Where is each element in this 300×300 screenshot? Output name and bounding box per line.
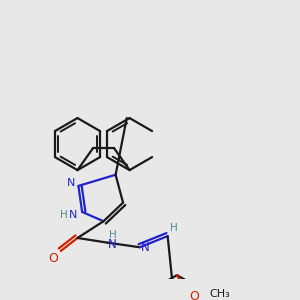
Text: N: N	[67, 178, 75, 188]
Text: O: O	[190, 290, 200, 300]
Text: H: H	[170, 223, 178, 233]
Text: O: O	[48, 252, 58, 265]
Text: H: H	[60, 210, 68, 220]
Text: CH₃: CH₃	[209, 289, 230, 299]
Text: N: N	[69, 210, 77, 220]
Text: N: N	[141, 241, 150, 254]
Text: H: H	[109, 230, 117, 240]
Text: N: N	[107, 238, 116, 251]
